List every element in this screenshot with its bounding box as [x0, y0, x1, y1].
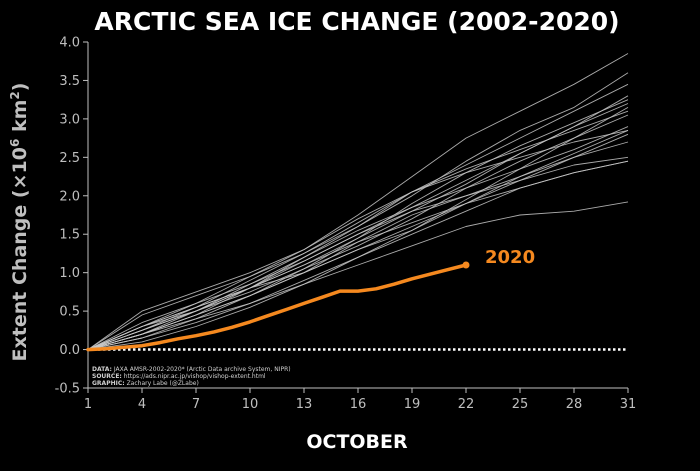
y-tick-label: 4.0: [59, 36, 80, 51]
y-tick-label: 2.0: [59, 189, 80, 204]
x-tick-label: 28: [566, 397, 583, 412]
credit-graphic: GRAPHIC: Zachary Labe (@ZLabe): [92, 380, 199, 387]
y-tick-label: 3.0: [59, 112, 80, 127]
past-year-series-line: [87, 160, 629, 351]
past-year-series-line: [87, 126, 629, 351]
x-tick-label: 10: [242, 397, 259, 412]
x-tick-label: 25: [512, 397, 529, 412]
y-tick-label: 0.5: [59, 305, 80, 320]
x-tick-label: 4: [138, 397, 146, 412]
past-year-series-line: [87, 95, 629, 351]
credit-data: DATA: JAXA AMSR-2002-2020* (Arctic Data …: [92, 366, 291, 373]
credit-source: SOURCE: https://ads.nipr.ac.jp/vishop/vi…: [92, 373, 266, 380]
past-year-series-line: [87, 107, 629, 351]
past-year-series-line: [87, 133, 629, 351]
x-tick-label: 7: [192, 397, 200, 412]
y-tick-label: 1.5: [59, 228, 80, 243]
credits: DATA: JAXA AMSR-2002-2020* (Arctic Data …: [92, 366, 291, 387]
x-tick-label: 31: [620, 397, 637, 412]
series-endpoint-2020: [462, 261, 470, 269]
past-year-lines: [87, 53, 629, 351]
chart-title: ARCTIC SEA ICE CHANGE (2002-2020): [94, 7, 619, 36]
x-tick-label: 16: [350, 397, 367, 412]
highlight-series-group: [86, 261, 470, 352]
y-tick-label: 2.5: [59, 151, 80, 166]
y-tick-label: -0.5: [55, 382, 80, 397]
y-tick-label: 3.5: [59, 74, 80, 89]
x-tick-label: 13: [296, 397, 313, 412]
y-tick-label: 0.0: [59, 343, 80, 358]
past-year-series-line: [87, 99, 629, 351]
x-axis-title: OCTOBER: [306, 431, 408, 453]
past-year-series-line: [87, 129, 629, 351]
y-tick-label: 1.0: [59, 266, 80, 281]
series-line-2020: [86, 263, 468, 352]
past-year-series-line: [87, 201, 629, 351]
past-year-series-line: [87, 110, 629, 351]
past-year-series-line: [87, 53, 629, 350]
y-axis-title: Extent Change (×106 km2): [8, 83, 31, 362]
x-tick-label: 1: [84, 397, 92, 412]
x-tick-label: 19: [404, 397, 421, 412]
x-tick-label: 22: [458, 397, 475, 412]
axes: -0.5 0.0 0.5 1.0 1.5 2.0 2.5 3.0 3.5 4.0 1 4 7 10 13 16…: [55, 36, 637, 413]
annotation-2020: 2020: [485, 247, 535, 268]
